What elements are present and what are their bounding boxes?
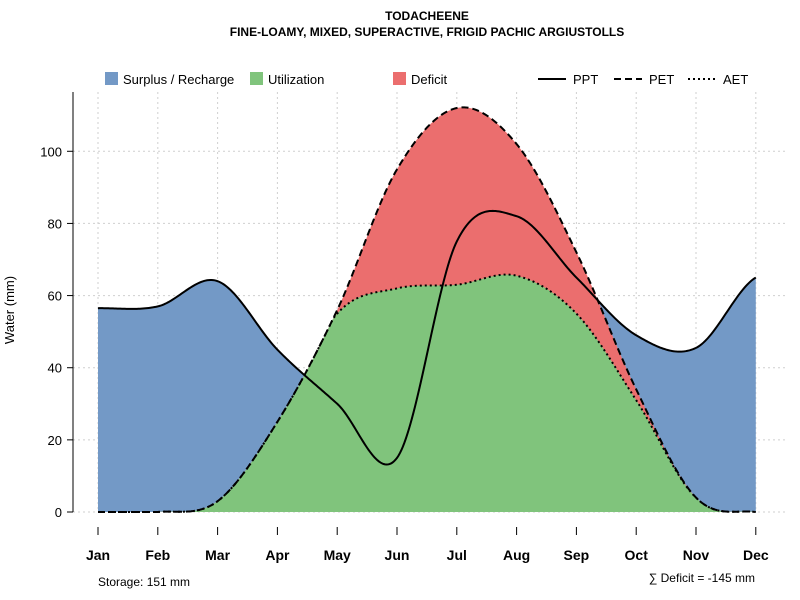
y-tick-label: 0 bbox=[55, 505, 62, 520]
x-tick-label: Feb bbox=[145, 547, 170, 563]
chart-title: TODACHEENE bbox=[385, 9, 469, 23]
legend-label-surplus: Surplus / Recharge bbox=[123, 72, 234, 87]
ppt-line bbox=[97, 209, 757, 466]
y-tick-label: 40 bbox=[48, 361, 62, 376]
x-tick-label: May bbox=[324, 547, 351, 563]
x-tick-label: Jul bbox=[447, 547, 467, 563]
x-tick-label: Jan bbox=[86, 547, 110, 563]
x-tick-label: Sep bbox=[564, 547, 590, 563]
x-tick-label: Mar bbox=[205, 547, 230, 563]
legend-swatch-utilization bbox=[250, 72, 263, 85]
legend-label-utilization: Utilization bbox=[268, 72, 324, 87]
x-tick-label: Nov bbox=[683, 547, 710, 563]
y-tick-label: 20 bbox=[48, 433, 62, 448]
y-axis-title: Water (mm) bbox=[2, 276, 17, 344]
y-tick-label: 80 bbox=[48, 216, 62, 231]
legend-swatch-deficit bbox=[393, 72, 406, 85]
deficit-annotation: ∑ Deficit = -145 mm bbox=[649, 571, 755, 585]
pet-line bbox=[98, 106, 756, 513]
axes: 0 20 40 60 80 100 Jan Feb Mar Apr May Jun Jul Aug Sep O… bbox=[40, 92, 769, 563]
storage-annotation: Storage: 151 mm bbox=[98, 575, 190, 589]
x-tick-label: Aug bbox=[503, 547, 530, 563]
legend-label-pet: PET bbox=[649, 72, 674, 87]
y-tick-label: 100 bbox=[40, 144, 62, 159]
x-tick-label: Dec bbox=[743, 547, 769, 563]
legend-label-deficit: Deficit bbox=[411, 72, 448, 87]
x-tick-label: Oct bbox=[625, 547, 649, 563]
y-tick-label: 60 bbox=[48, 289, 62, 304]
legend-swatch-surplus bbox=[105, 72, 118, 85]
utilization-area bbox=[98, 274, 756, 512]
legend-label-aet: AET bbox=[723, 72, 748, 87]
legend-label-ppt: PPT bbox=[573, 72, 598, 87]
legend: Surplus / Recharge Utilization Deficit P… bbox=[105, 72, 748, 87]
areas bbox=[98, 107, 756, 513]
series-lines bbox=[97, 106, 757, 513]
x-tick-label: Apr bbox=[265, 547, 290, 563]
chart-subtitle: FINE-LOAMY, MIXED, SUPERACTIVE, FRIGID P… bbox=[230, 25, 624, 39]
x-tick-label: Jun bbox=[385, 547, 410, 563]
